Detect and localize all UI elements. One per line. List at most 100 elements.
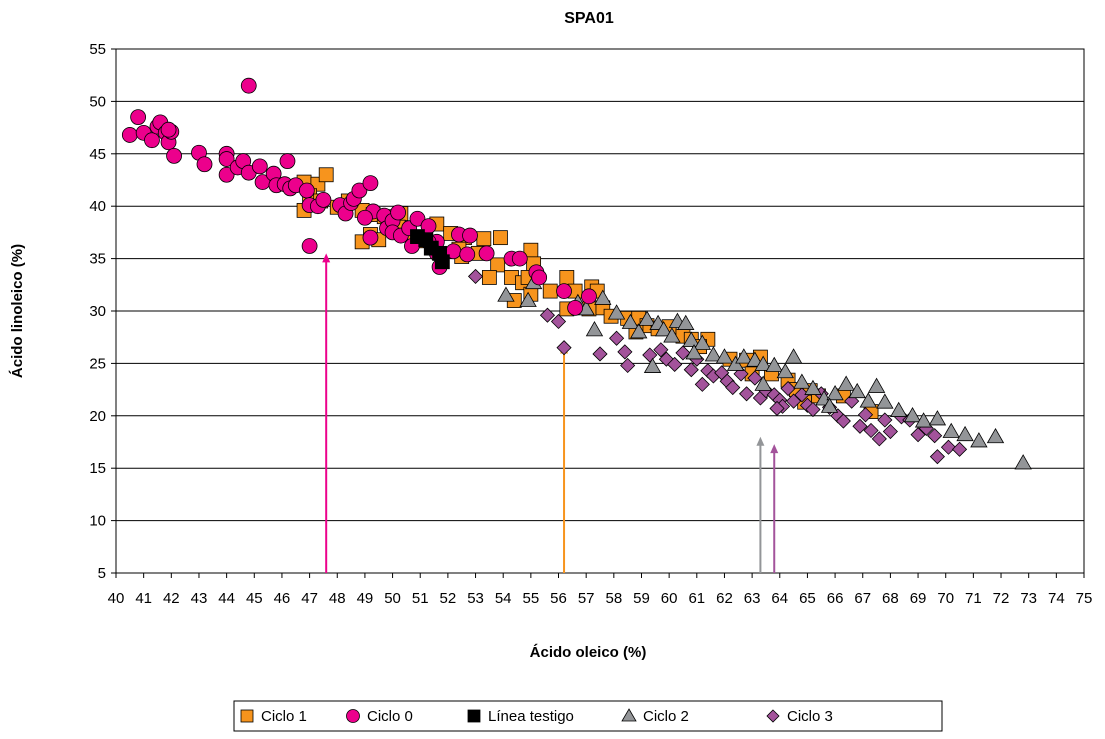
x-tick-label: 43 xyxy=(191,590,208,607)
data-point xyxy=(682,331,700,347)
data-point xyxy=(638,310,656,326)
data-point xyxy=(683,362,699,378)
legend-label: Línea testigo xyxy=(488,708,574,725)
data-point xyxy=(362,175,379,192)
data-point xyxy=(409,210,426,227)
data-point xyxy=(643,357,662,373)
data-point xyxy=(859,392,877,408)
legend-label: Ciclo 0 xyxy=(367,708,413,725)
data-point xyxy=(542,283,558,299)
data-point xyxy=(784,348,803,364)
data-point xyxy=(592,346,608,362)
data-point xyxy=(704,346,723,362)
x-tick-label: 51 xyxy=(412,590,429,607)
legend-label: Ciclo 1 xyxy=(261,708,307,725)
data-point xyxy=(786,393,802,409)
data-point xyxy=(837,375,855,391)
x-tick-label: 49 xyxy=(357,590,374,607)
data-point xyxy=(559,270,575,285)
series-ciclo-3 xyxy=(467,268,968,465)
x-tick-label: 69 xyxy=(910,590,927,607)
data-point xyxy=(715,348,734,364)
y-tick-label: 45 xyxy=(89,146,106,163)
data-point xyxy=(144,132,160,149)
data-point xyxy=(928,410,947,426)
data-point xyxy=(942,422,960,438)
data-point xyxy=(556,340,572,356)
y-tick-label: 30 xyxy=(89,303,106,320)
legend-marker xyxy=(240,709,254,723)
data-point xyxy=(497,286,515,302)
data-point xyxy=(857,407,874,423)
legend-box xyxy=(233,700,943,732)
data-point xyxy=(490,257,506,273)
x-tick-label: 72 xyxy=(993,590,1010,607)
arrow-head xyxy=(756,436,765,446)
data-point xyxy=(765,356,783,372)
y-tick-label: 10 xyxy=(89,513,106,530)
data-point xyxy=(940,439,957,455)
x-tick-label: 46 xyxy=(274,590,291,607)
data-point xyxy=(654,321,673,337)
data-point xyxy=(739,386,755,402)
data-point xyxy=(493,230,508,246)
arrow-head xyxy=(322,253,331,263)
data-points xyxy=(121,77,1032,470)
data-point xyxy=(986,427,1005,444)
x-tick-label: 74 xyxy=(1048,590,1065,607)
x-tick-label: 58 xyxy=(605,590,622,607)
data-point xyxy=(848,382,866,399)
data-point xyxy=(1014,454,1032,470)
data-point xyxy=(585,321,604,337)
x-tick-label: 70 xyxy=(937,590,954,607)
x-tick-label: 42 xyxy=(163,590,180,607)
data-point xyxy=(735,348,753,364)
x-tick-label: 62 xyxy=(716,590,733,607)
data-point xyxy=(462,227,478,244)
data-point xyxy=(459,246,476,263)
data-point xyxy=(511,250,528,267)
legend-marker xyxy=(346,709,360,723)
data-point xyxy=(357,209,373,226)
data-point xyxy=(835,413,851,429)
data-point xyxy=(667,356,683,373)
annotation-arrows xyxy=(322,253,779,573)
data-point xyxy=(929,449,945,465)
x-tick-label: 61 xyxy=(688,590,705,607)
data-point xyxy=(826,384,844,401)
series-ciclo-0 xyxy=(121,77,597,316)
data-point xyxy=(166,147,182,164)
annotation-arrow xyxy=(322,253,331,573)
legend-label: Ciclo 2 xyxy=(643,708,689,725)
y-tick-label: 25 xyxy=(89,355,106,372)
data-point xyxy=(550,313,567,330)
data-point xyxy=(725,379,741,396)
legend-item: Ciclo 2 xyxy=(621,708,689,725)
data-point xyxy=(556,283,572,299)
legend-item: Ciclo 3 xyxy=(766,708,833,725)
data-point xyxy=(776,362,794,379)
data-point xyxy=(693,334,712,350)
x-tick-label: 40 xyxy=(108,590,125,607)
data-point xyxy=(240,77,257,94)
x-tick-label: 47 xyxy=(301,590,318,607)
x-axis-ticks: 40 41 42 43 44 45 46 47 48 49 50 51 52 53 54 55 56 57 58 59… xyxy=(108,573,1092,607)
x-tick-label: 44 xyxy=(218,590,235,607)
data-point xyxy=(301,238,318,254)
legend-marker xyxy=(621,708,637,722)
y-tick-label: 20 xyxy=(89,408,106,425)
data-point xyxy=(581,288,597,305)
data-point xyxy=(746,351,764,367)
annotation-arrow xyxy=(756,436,765,573)
x-tick-label: 56 xyxy=(550,590,567,607)
data-point xyxy=(903,406,922,423)
data-point xyxy=(617,344,633,360)
arrow-head xyxy=(770,444,779,454)
data-point xyxy=(653,342,669,358)
x-tick-label: 52 xyxy=(440,590,457,607)
data-point xyxy=(694,376,710,392)
data-point xyxy=(121,127,138,143)
y-tick-label: 40 xyxy=(89,198,106,215)
x-tick-label: 67 xyxy=(854,590,871,607)
data-point xyxy=(467,268,484,284)
